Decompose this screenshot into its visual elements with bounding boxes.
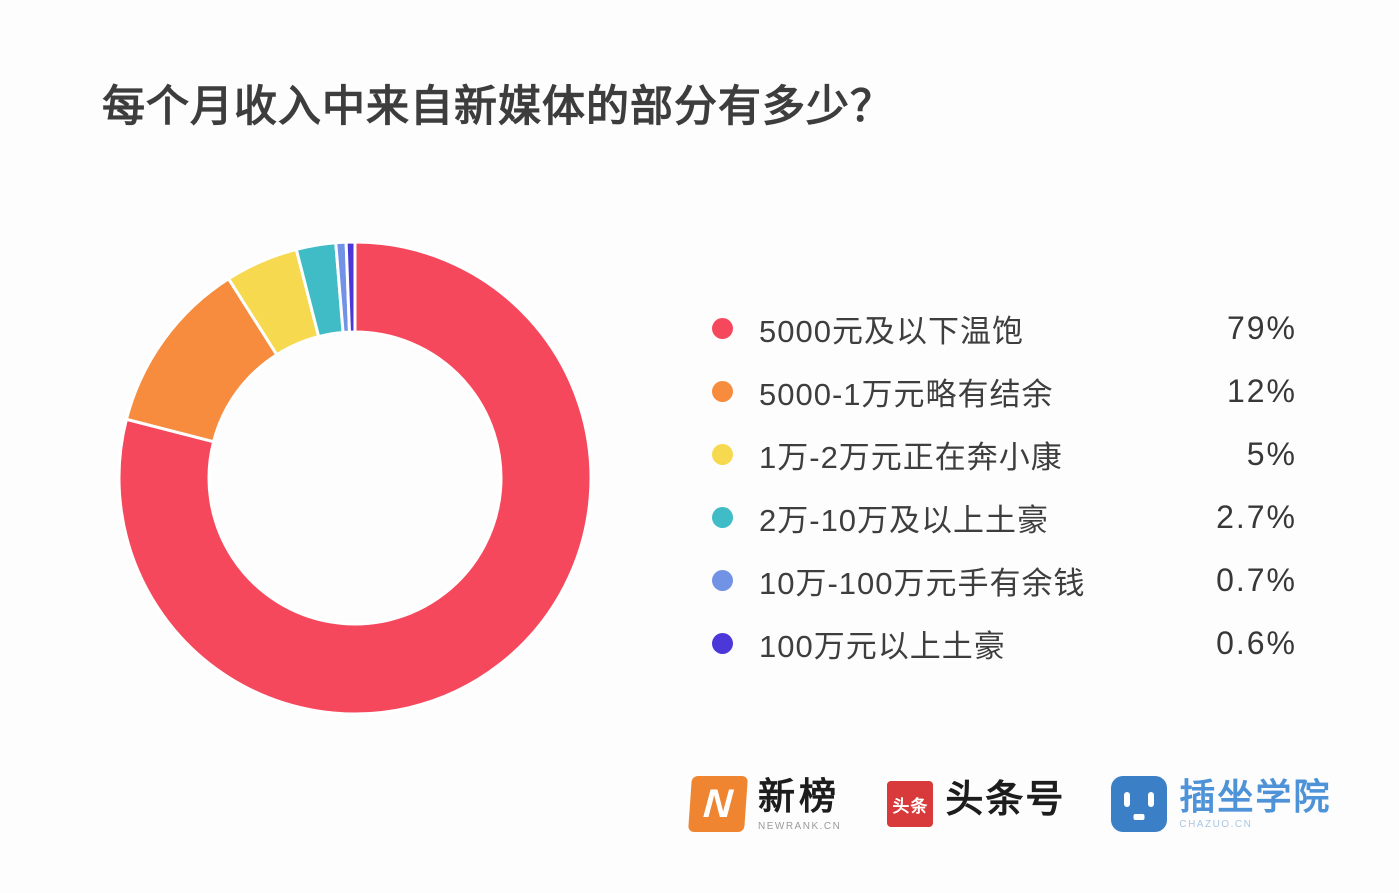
legend-value: 12% [1226,373,1297,409]
legend-label: 1万-2万元正在奔小康 [759,440,1063,475]
legend-value: 5% [1246,436,1297,472]
legend-color-dot-icon [712,444,733,465]
chazuo-robot-icon [1111,776,1168,832]
legend-label: 5000元及以下温饱 [759,314,1024,349]
robot-mouth-icon [1133,814,1145,820]
legend-label: 10万-100万元手有余钱 [759,566,1086,601]
toutiao-logo-text: 头条号 [945,779,1066,821]
legend-item: 100万元以上土豪 0.6% [712,612,1297,675]
legend-item: 5000-1万元略有结余 12% [712,360,1297,423]
newrank-logo-subtext: NEWRANK.CN [758,820,842,832]
chazuo-logo-text: 插坐学院 [1179,776,1332,817]
legend-color-dot-icon [712,570,733,591]
robot-eye-icon [1124,792,1131,807]
legend-label: 2万-10万及以上土豪 [759,503,1050,538]
donut-chart-svg [117,240,593,716]
legend-value: 2.7% [1216,499,1297,535]
legend-color-dot-icon [712,633,733,654]
legend-item: 1万-2万元正在奔小康 5% [712,423,1297,486]
donut-slice [344,240,357,334]
toutiao-logo: 头条 头条号 [887,776,1065,827]
chart-legend: 5000元及以下温饱 79% 5000-1万元略有结余 12% 1万-2万元正在… [712,297,1297,675]
footer-logos: N 新榜 NEWRANK.CN 头条 头条号 插坐学院 CHAZUO.CN [688,776,1331,832]
legend-color-dot-icon [712,381,733,402]
page-title: 每个月收入中来自新媒体的部分有多少？ [102,83,894,131]
toutiao-badge-icon: 头条 [887,781,934,827]
newrank-logo: N 新榜 NEWRANK.CN [688,776,842,832]
donut-chart [115,238,595,718]
legend-color-dot-icon [712,318,733,339]
legend-value: 79% [1226,310,1297,346]
legend-item: 2万-10万及以上土豪 2.7% [712,486,1297,549]
newrank-n-icon: N [688,776,748,832]
legend-label: 100万元以上土豪 [759,629,1006,664]
legend-value: 0.7% [1216,562,1297,598]
legend-item: 5000元及以下温饱 79% [712,297,1297,360]
legend-value: 0.6% [1216,625,1297,661]
donut-slice [117,240,593,716]
legend-label: 5000-1万元略有结余 [759,377,1054,412]
newrank-logo-text: 新榜 [758,776,840,817]
legend-color-dot-icon [712,507,733,528]
legend-item: 10万-100万元手有余钱 0.7% [712,549,1297,612]
chazuo-logo: 插坐学院 CHAZUO.CN [1111,776,1331,832]
chazuo-logo-subtext: CHAZUO.CN [1179,819,1253,831]
robot-eye-icon [1148,792,1155,807]
